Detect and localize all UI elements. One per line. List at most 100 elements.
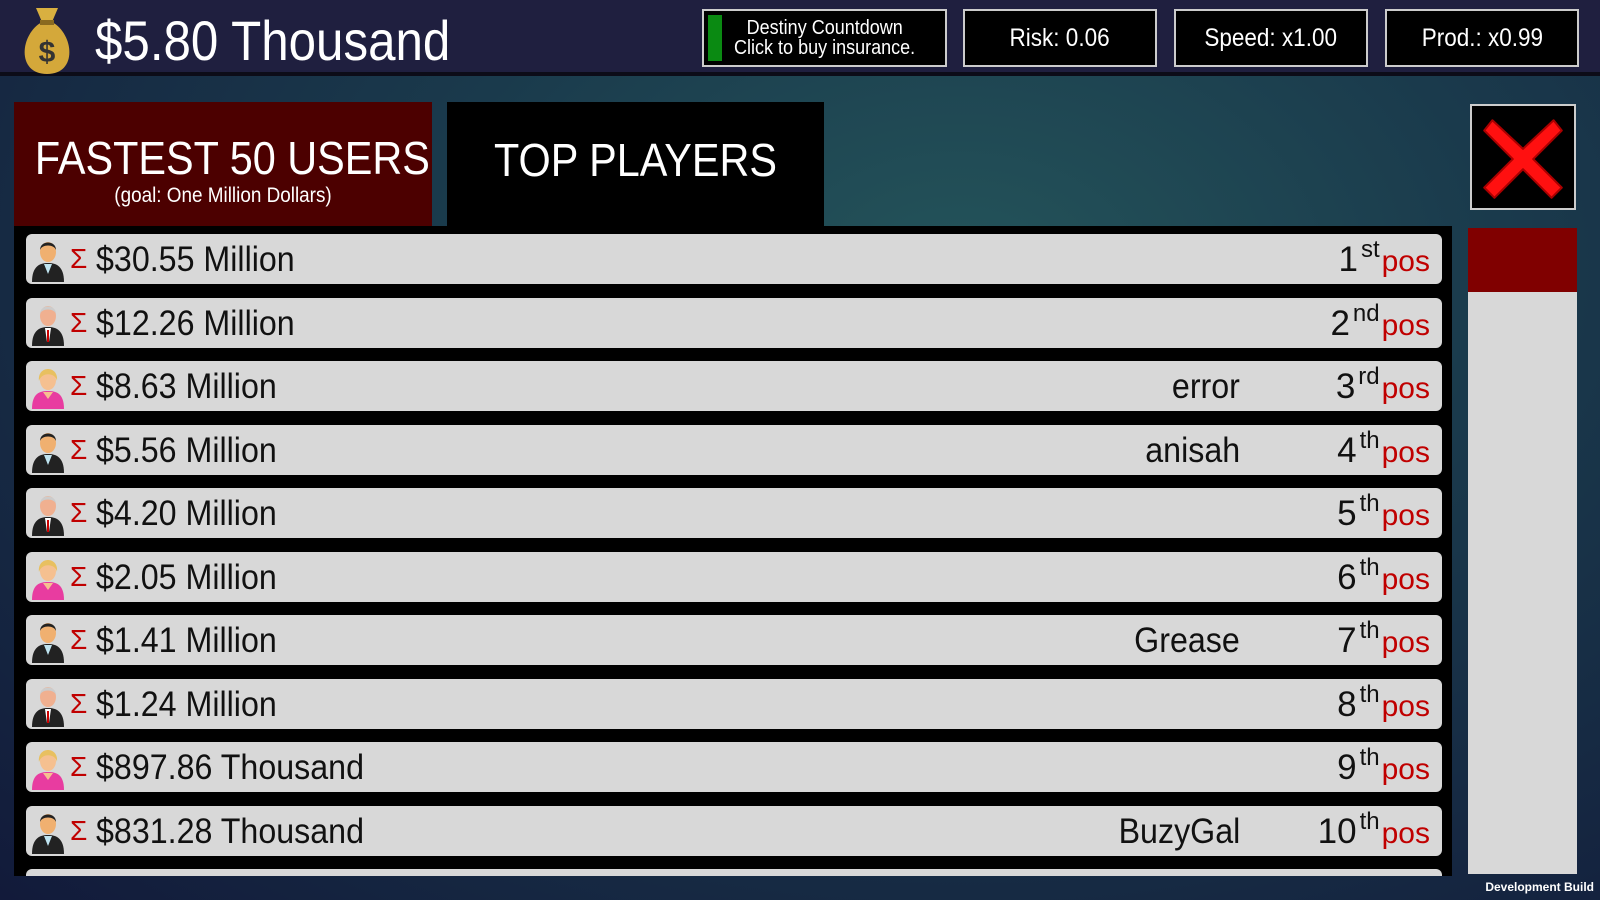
tab-label: FASTEST 50 USERS: [34, 132, 430, 184]
player-amount: $30.55 Million: [96, 240, 295, 279]
player-amount: $831.28 Thousand: [96, 811, 364, 851]
rank-suffix: th: [1359, 490, 1380, 517]
rank-number: 3: [1335, 367, 1356, 406]
pos-label: pos: [1381, 562, 1430, 596]
rank-number: 6: [1337, 557, 1357, 597]
prod-label: Prod.: x0.99: [1421, 23, 1543, 52]
rank-suffix: th: [1359, 744, 1380, 771]
development-build-label: Development Build: [1485, 880, 1594, 894]
sigma-icon: Σ: [70, 751, 88, 782]
player-name: error: [1172, 367, 1240, 406]
tab-label: TOP PLAYERS: [493, 134, 778, 186]
player-amount: $1.41 Million: [96, 621, 277, 660]
leaderboard-row[interactable]: Σ $897.86 Thousand 9 thpos: [26, 742, 1442, 792]
avatar-icon: [32, 305, 64, 346]
pos-label: pos: [1381, 435, 1430, 469]
close-icon: [1483, 119, 1563, 199]
risk-label: Risk: 0.06: [1009, 23, 1111, 52]
player-rank: 3 rdpos: [1336, 363, 1430, 407]
destiny-label: Destiny Countdown: [746, 17, 903, 39]
player-rank: 10 thpos: [1318, 808, 1430, 852]
pos-label: pos: [1381, 372, 1430, 405]
sigma-icon: Σ: [70, 433, 88, 465]
rank-suffix: th: [1359, 426, 1380, 454]
rank-suffix: rd: [1358, 363, 1380, 390]
player-rank: 4 thpos: [1337, 427, 1430, 471]
rank-suffix: nd: [1352, 299, 1380, 327]
leaderboard-row[interactable]: Σ $30.55 Million 1 stpos: [26, 234, 1442, 284]
rank-suffix: th: [1359, 807, 1380, 835]
close-button[interactable]: [1470, 104, 1576, 210]
avatar-icon: [32, 686, 64, 727]
leaderboard-row[interactable]: Σ $831.28 Thousand BuzyGal 10 thpos: [26, 805, 1442, 856]
rank-suffix: th: [1359, 617, 1380, 644]
money-bag-icon: $: [24, 8, 70, 74]
leaderboard-list: Σ $30.55 Million 1 stpos Σ $12.26 Million…: [14, 226, 1452, 876]
risk-button[interactable]: Risk: 0.06: [963, 9, 1157, 67]
avatar-icon: [32, 369, 64, 409]
leaderboard-row[interactable]: [26, 869, 1442, 876]
insurance-label: Click to buy insurance.: [733, 37, 916, 59]
pos-label: pos: [1381, 245, 1430, 278]
rank-suffix: th: [1359, 553, 1380, 581]
player-rank: 1 stpos: [1338, 236, 1430, 280]
destiny-insurance-button[interactable]: Destiny Countdown Click to buy insurance…: [702, 9, 947, 67]
pos-label: pos: [1381, 499, 1430, 532]
pos-label: pos: [1381, 753, 1430, 786]
rank-number: 4: [1337, 430, 1357, 470]
leaderboard-row[interactable]: Σ $1.24 Million 8 thpos: [26, 678, 1442, 729]
player-amount: $1.24 Million: [96, 684, 277, 724]
player-rank: 9 thpos: [1337, 744, 1430, 788]
avatar-icon: [32, 750, 64, 790]
rank-number: 10: [1317, 811, 1357, 851]
sigma-icon: Σ: [70, 370, 88, 401]
rank-number: 8: [1337, 684, 1357, 724]
scrollbar-thumb[interactable]: [1468, 228, 1577, 292]
sigma-icon: Σ: [70, 306, 88, 338]
avatar-icon: [32, 242, 64, 282]
leaderboard-row[interactable]: Σ $8.63 Million error 3 rdpos: [26, 361, 1442, 411]
rank-suffix: st: [1360, 236, 1380, 263]
pos-label: pos: [1381, 626, 1430, 659]
leaderboard-row[interactable]: Σ $2.05 Million 6 thpos: [26, 551, 1442, 602]
pos-label: pos: [1381, 308, 1430, 342]
player-amount: $12.26 Million: [96, 303, 295, 343]
prod-button[interactable]: Prod.: x0.99: [1385, 9, 1579, 67]
rank-number: 5: [1337, 494, 1357, 533]
avatar-icon: [32, 559, 64, 600]
player-rank: 6 thpos: [1337, 554, 1430, 598]
rank-number: 1: [1338, 240, 1358, 279]
rank-number: 7: [1337, 621, 1357, 660]
rank-number: 9: [1337, 748, 1357, 787]
sigma-icon: Σ: [70, 497, 88, 528]
player-rank: 2 ndpos: [1330, 300, 1430, 344]
tab-fastest-50-users[interactable]: FASTEST 50 USERS (goal: One Million Doll…: [14, 102, 432, 226]
svg-text:$: $: [39, 36, 56, 69]
leaderboard-row[interactable]: Σ $5.56 Million anisah 4 thpos: [26, 424, 1442, 475]
player-rank: 8 thpos: [1337, 681, 1430, 725]
tab-top-players[interactable]: TOP PLAYERS: [447, 102, 824, 226]
pos-label: pos: [1381, 816, 1430, 850]
avatar-icon: [32, 623, 64, 663]
player-rank: 5 thpos: [1337, 490, 1430, 534]
player-amount: $8.63 Million: [96, 367, 277, 406]
sigma-icon: Σ: [70, 243, 88, 274]
speed-label: Speed: x1.00: [1204, 23, 1338, 52]
player-amount: $4.20 Million: [96, 494, 277, 533]
pos-label: pos: [1381, 689, 1430, 723]
leaderboard-row[interactable]: Σ $4.20 Million 5 thpos: [26, 488, 1442, 538]
sigma-icon: Σ: [70, 687, 88, 719]
tab-sublabel: (goal: One Million Dollars): [114, 184, 332, 207]
player-name: Grease: [1134, 621, 1240, 660]
avatar-icon: [32, 813, 64, 854]
money-total: $5.80 Thousand: [95, 9, 451, 72]
sigma-icon: Σ: [70, 560, 88, 592]
leaderboard-row[interactable]: Σ $12.26 Million 2 ndpos: [26, 297, 1442, 348]
avatar-icon: [32, 496, 64, 536]
leaderboard-row[interactable]: Σ $1.41 Million Grease 7 thpos: [26, 615, 1442, 665]
top-bar: $ $5.80 Thousand Destiny Countdown Click…: [0, 0, 1600, 76]
speed-button[interactable]: Speed: x1.00: [1174, 9, 1368, 67]
sigma-icon: Σ: [70, 624, 88, 655]
scrollbar[interactable]: [1468, 228, 1577, 874]
rank-number: 2: [1330, 303, 1350, 343]
